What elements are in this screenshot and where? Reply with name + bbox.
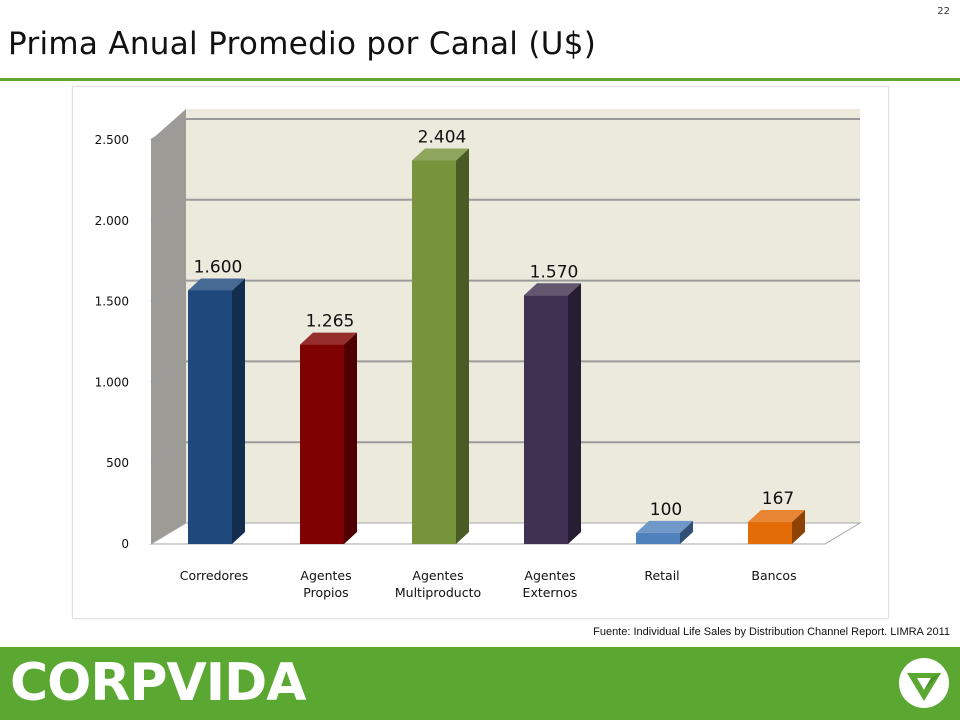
bar-data-label: 1.265 (306, 312, 355, 332)
x-tick-label: Agentes (412, 568, 463, 583)
chart-side-wall (151, 109, 186, 544)
y-tick-label: 2.500 (95, 133, 129, 147)
bar-side (232, 278, 245, 544)
gridline (150, 118, 860, 141)
title-rule (0, 78, 960, 81)
bar-top (748, 510, 805, 523)
bar-top (524, 283, 581, 296)
footer-bar: CORPVIDA (0, 647, 960, 720)
gridline (150, 441, 860, 465)
y-tick-label: 1.000 (95, 375, 129, 389)
chart-back-wall (186, 109, 860, 523)
corpvida-emblem-icon (899, 658, 949, 708)
x-tick-label: Bancos (751, 568, 796, 583)
bar-top (188, 278, 245, 291)
x-tick-label: Externos (523, 585, 578, 600)
x-tick-label: Corredores (180, 568, 249, 583)
bar-side (456, 148, 469, 544)
bar-data-label: 100 (650, 500, 682, 520)
brand-logo: CORPVIDA (10, 653, 307, 713)
x-tick-label: Propios (303, 585, 348, 600)
slide-title: Prima Anual Promedio por Canal (U$) (8, 26, 597, 62)
bar-side (792, 510, 805, 544)
bar-side (344, 332, 357, 544)
bar (412, 160, 456, 544)
gridline (150, 279, 860, 303)
chart-frame: 0 500 1.000 1.500 2.000 2.500 1.600 Corredores 1… (72, 86, 889, 619)
bar (188, 290, 232, 544)
y-tick-label: 1.500 (95, 295, 129, 309)
source-note: Fuente: Individual Life Sales by Distrib… (593, 626, 950, 638)
bar (300, 344, 344, 544)
bar-data-label: 1.570 (530, 262, 579, 282)
x-tick-label: Multiproducto (395, 585, 481, 600)
y-tick-label: 500 (106, 456, 129, 470)
gridline (150, 360, 860, 384)
bar (636, 532, 680, 544)
x-tick-label: Agentes (300, 568, 351, 583)
gridline (150, 198, 860, 222)
bar-data-label: 167 (762, 489, 794, 509)
y-tick-label: 2.000 (95, 214, 129, 228)
bar-data-label: 1.600 (194, 257, 243, 277)
y-tick-label: 0 (121, 537, 129, 551)
bar-top (636, 520, 693, 533)
x-tick-label: Retail (644, 568, 679, 583)
bar-top (300, 332, 357, 345)
bar (524, 295, 568, 544)
bar-top (412, 148, 469, 161)
x-tick-label: Agentes (524, 568, 575, 583)
bar-chart: 0 500 1.000 1.500 2.000 2.500 1.600 Corredores 1… (95, 109, 862, 600)
bar-side (680, 520, 693, 544)
bar-data-label: 2.404 (418, 128, 467, 148)
bar (748, 522, 792, 544)
page-number: 22 (937, 6, 950, 17)
bar-side (568, 283, 581, 544)
